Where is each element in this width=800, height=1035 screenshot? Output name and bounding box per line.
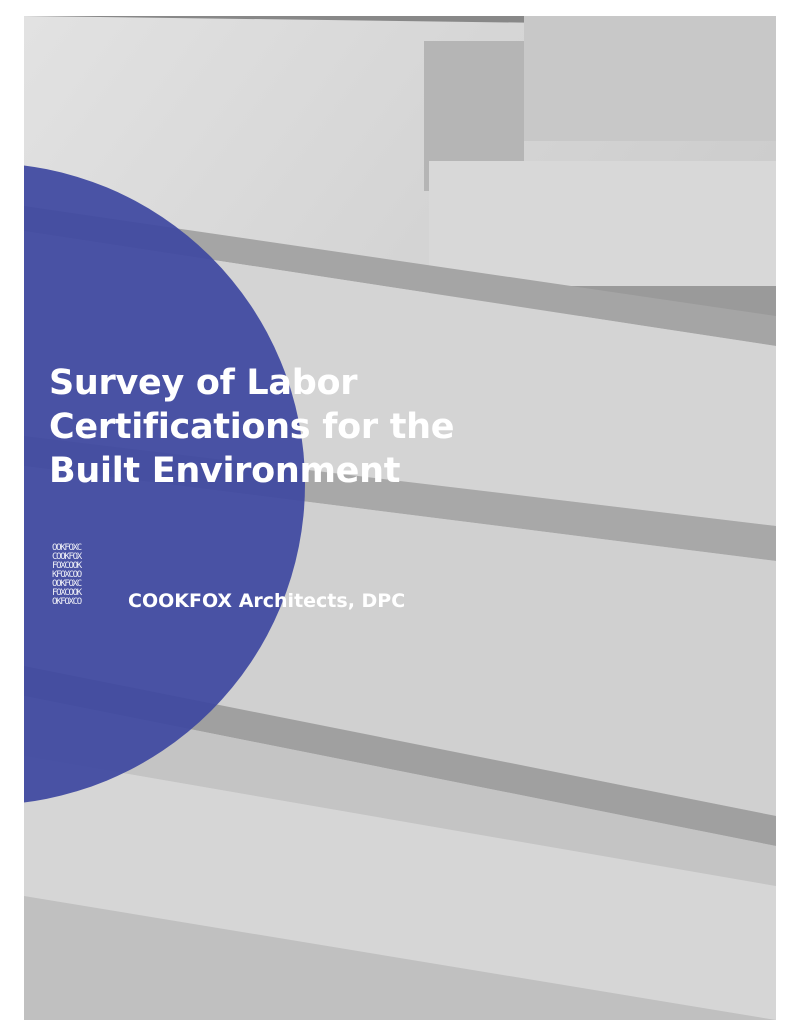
- document-title: Survey of Labor Certifications for the B…: [49, 361, 455, 493]
- logo-line: KFOXCOO: [52, 570, 82, 580]
- logo-line: FOXCOOK: [52, 588, 82, 598]
- cookfox-logo: OOKFOXC COOKFOX FOXCOOK KFOXCOO OOKFOXC …: [52, 544, 116, 607]
- title-line: Built Environment: [49, 451, 401, 491]
- logo-line: OKFOXCO: [52, 597, 82, 607]
- company-name: COOKFOX Architects, DPC: [128, 590, 406, 612]
- logo-line: COOKFOX: [52, 552, 82, 562]
- title-line: Survey of Labor: [49, 363, 358, 403]
- title-line: Certifications for the: [49, 407, 455, 447]
- cover-page: Survey of Labor Certifications for the B…: [24, 16, 776, 1020]
- logo-line: FOXCOOK: [52, 561, 82, 571]
- logo-line: OOKFOXC: [52, 543, 82, 553]
- logo-line: OOKFOXC: [52, 579, 82, 589]
